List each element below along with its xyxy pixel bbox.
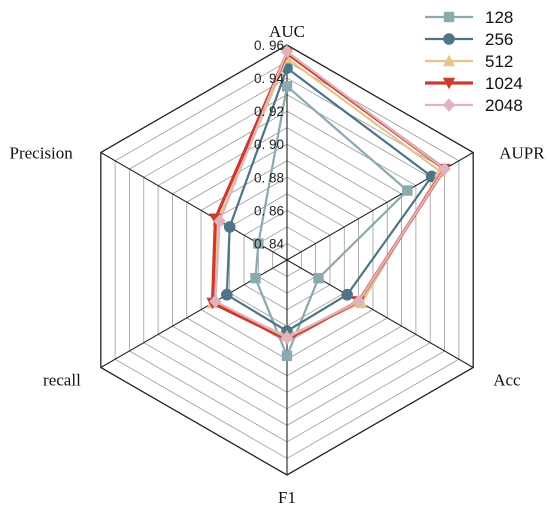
legend-marker-2048 — [442, 98, 456, 112]
legend-item-512: 512 — [425, 52, 513, 71]
spoke-layer — [100, 45, 474, 475]
legend-item-1024: 1024 — [425, 74, 523, 93]
tick-label: 0. 88 — [254, 170, 284, 185]
data-point-128-aupr — [402, 185, 413, 196]
legend-marker-256 — [443, 33, 455, 45]
series-line-512 — [211, 57, 442, 338]
legend-label-1024: 1024 — [485, 74, 523, 93]
tick-label: 0. 96 — [254, 38, 284, 53]
axis-label-f1: F1 — [278, 488, 296, 507]
tick-label-layer: 0. 84 0. 86 0. 88 0. 90 0. 92 0. 94 0. 96 — [254, 38, 285, 251]
tick-label: 0. 94 — [254, 71, 285, 86]
data-point-128-f1 — [281, 350, 293, 362]
data-point-2048-aupr — [438, 162, 451, 176]
axis-label-recall: recall — [43, 371, 81, 390]
series-2048 — [209, 44, 451, 345]
axis-label-precision: Precision — [10, 144, 74, 163]
data-point-2048-recall — [209, 294, 222, 309]
data-point-2048-auc — [280, 44, 294, 59]
axis-label-layer: AUC AUPR Acc F1 recall Precision — [10, 22, 546, 507]
legend-marker-1024 — [442, 77, 456, 90]
data-point-256-acc — [341, 288, 353, 301]
legend-label-512: 512 — [485, 52, 513, 71]
data-point-128-precision — [253, 238, 264, 249]
data-point-256-precision — [223, 221, 236, 233]
legend-label-2048: 2048 — [485, 96, 523, 115]
data-point-2048-f1 — [280, 331, 294, 345]
legend-item-128: 128 — [425, 8, 513, 27]
legend-item-2048: 2048 — [425, 96, 523, 115]
data-point-2048-acc — [352, 294, 365, 309]
legend-marker-512 — [442, 54, 456, 67]
legend-label-128: 128 — [485, 8, 513, 27]
data-point-256-recall — [221, 288, 233, 301]
data-point-128-auc — [281, 81, 293, 92]
data-point-128-recall — [250, 272, 261, 284]
data-point-2048-precision — [213, 214, 226, 228]
axis-label-acc: Acc — [493, 371, 521, 390]
series-line-1024 — [210, 51, 447, 341]
data-point-128-acc — [313, 272, 324, 284]
tick-label: 0. 84 — [254, 236, 285, 251]
series-layer — [206, 44, 451, 362]
legend-label-256: 256 — [485, 30, 513, 49]
tick-label: 0. 86 — [254, 203, 284, 218]
axis-label-aupr: AUPR — [499, 144, 545, 163]
series-128 — [250, 81, 413, 362]
legend-marker-128 — [443, 11, 455, 23]
axis-label-auc: AUC — [269, 22, 305, 41]
legend-item-256: 256 — [425, 30, 513, 49]
series-512 — [206, 52, 447, 342]
legend: 128 256 512 1024 2048 — [425, 8, 523, 115]
tick-label: 0. 92 — [254, 104, 284, 119]
tick-label: 0. 90 — [254, 137, 284, 152]
